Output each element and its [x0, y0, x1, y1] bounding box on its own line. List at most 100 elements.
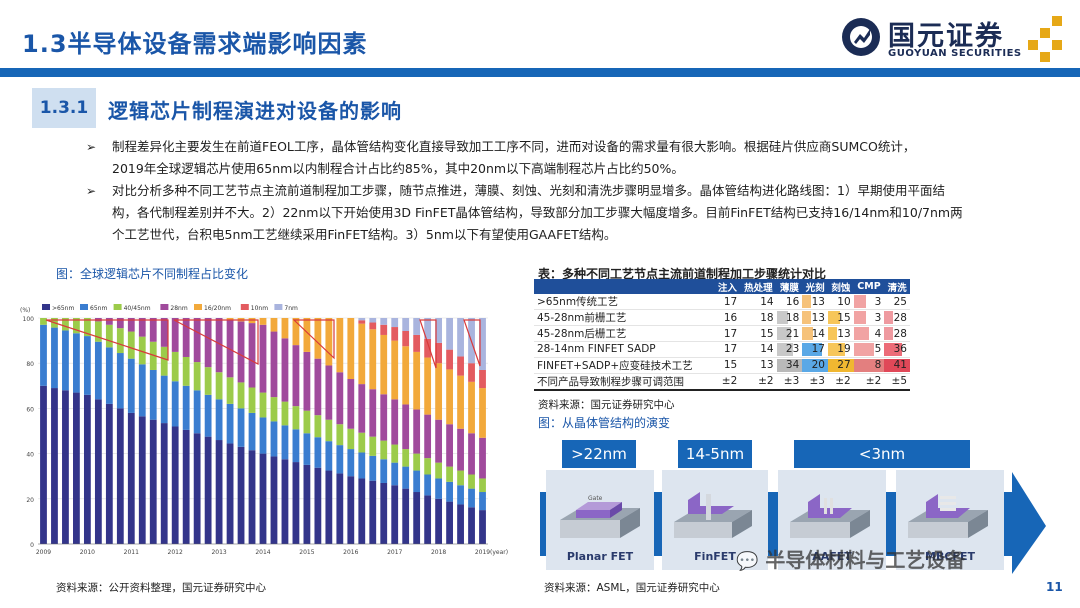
- bar-segment: [446, 369, 453, 425]
- row-label: >65nm传统工艺: [534, 294, 715, 310]
- chart-source: 资料来源：公开资料整理，国元证券研究中心: [56, 582, 266, 594]
- x-tick-label: 2009: [36, 549, 51, 556]
- bar-segment: [358, 320, 366, 324]
- bar-segment: [369, 389, 377, 437]
- bar-segment: [149, 369, 157, 420]
- heat-bar: [802, 358, 828, 372]
- planar-fet-icon: Gate: [560, 495, 640, 538]
- cell-value: ±2: [721, 375, 738, 387]
- table-cell: ±5: [884, 372, 910, 391]
- bar-segment: [358, 478, 366, 544]
- bar-segment: [413, 409, 421, 454]
- bar-segment: [237, 382, 245, 409]
- table-cell: 5: [853, 341, 885, 358]
- cell-value: 4: [874, 327, 882, 340]
- table-cell: 17: [714, 294, 741, 310]
- table-cell: 13: [802, 309, 828, 326]
- heat-bar: [884, 358, 910, 372]
- table-cell: 17: [802, 341, 828, 358]
- bar-segment: [435, 419, 443, 463]
- table-cell: 16: [714, 309, 741, 326]
- stacked-bar-chart: 0 20 40 60 80 100 (%) >65nm 65nm 40/45nm 28nm 16/20…: [18, 300, 516, 562]
- bar-segment: [193, 362, 201, 391]
- bar-segment: [94, 341, 102, 400]
- bar-segment: [138, 336, 146, 365]
- table-cell: 13: [802, 294, 828, 310]
- structure-panel: Gate Planar FET: [546, 470, 654, 570]
- heat-bar: [853, 358, 885, 372]
- cell-value: 27: [837, 359, 851, 371]
- bar-segment: [380, 324, 388, 335]
- cell-value: 3: [874, 311, 882, 324]
- bar-segment: [204, 318, 212, 368]
- x-tick-label: 2015: [299, 549, 314, 556]
- bullet-line: 制程差异化主要发生在前道FEOL工序，晶体管结构变化直接导致加工工序不同，进而对…: [112, 139, 916, 154]
- bar-segment: [116, 328, 124, 354]
- bar-segment: [281, 401, 289, 426]
- bar-segment: [369, 436, 377, 456]
- bar-segment: [413, 318, 421, 335]
- cell-value: 17: [723, 327, 738, 340]
- bar-segment: [248, 450, 256, 544]
- bar-segment: [149, 341, 157, 370]
- cell-value: 34: [785, 359, 800, 371]
- cell-value: 10: [837, 295, 851, 308]
- legend-label: 16/20nm: [204, 305, 231, 312]
- bar-segment: [457, 318, 464, 357]
- node-label: 14-5nm: [678, 440, 752, 468]
- heat-bar: [827, 327, 837, 340]
- legend-swatch: [240, 304, 249, 310]
- mbcfet-icon: [908, 494, 988, 538]
- bar-segment: [259, 392, 267, 418]
- aafet-icon: [790, 494, 870, 538]
- cell-value: ±5: [891, 375, 907, 387]
- bar-segment: [457, 485, 464, 505]
- y-tick-label: 80: [26, 361, 34, 368]
- bar-segment: [226, 377, 234, 404]
- bar-segment: [281, 425, 289, 460]
- bar-segment: [62, 330, 69, 391]
- cell-value: ±2: [758, 375, 774, 387]
- legend-label: 40/45nm: [124, 305, 151, 312]
- y-tick-label: 20: [26, 497, 34, 504]
- logo-name-en: GUOYUAN SECURITIES: [888, 48, 1022, 59]
- bar-segment: [248, 387, 256, 413]
- table-cell: 3: [853, 309, 885, 326]
- cell-value: 16: [723, 311, 738, 324]
- bar-segment: [270, 456, 278, 544]
- cell-value: ±3: [783, 375, 800, 387]
- bar-segment: [138, 318, 146, 337]
- table-cell: 41: [884, 357, 910, 374]
- bar-segment: [215, 440, 223, 544]
- bar-segment: [435, 498, 443, 544]
- bar-segment: [237, 321, 245, 383]
- bar-segment: [391, 462, 399, 486]
- cell-value: 28: [893, 311, 907, 324]
- bar-segment: [292, 406, 300, 430]
- structure-name: Planar FET: [566, 550, 634, 563]
- bar-segment: [402, 488, 410, 544]
- bar-segment: [314, 437, 322, 468]
- bar-segment: [457, 504, 464, 544]
- bar-segment: [446, 466, 453, 482]
- section-number: 1.3.1: [32, 88, 96, 128]
- cell-value: 13: [760, 359, 774, 371]
- bar-segment: [435, 342, 443, 364]
- bullet-line: 个工艺世代，台积电5nm工艺继续采用FinFET结构。3）5nm以下有望使用GA…: [112, 227, 617, 242]
- bar-segment: [215, 399, 223, 441]
- bar-segment: [259, 417, 267, 454]
- heat-bar: [776, 343, 794, 356]
- bar-segment: [446, 424, 453, 467]
- bar-segment: [435, 363, 443, 420]
- legend-swatch: [194, 304, 202, 310]
- table-cell: ±3: [776, 372, 803, 391]
- x-tick-label: 2016: [343, 549, 358, 556]
- bar-segment: [358, 452, 366, 479]
- bar-segment: [182, 385, 190, 430]
- x-tick-label: 2012: [168, 549, 183, 556]
- y-tick-label: 40: [26, 452, 34, 459]
- table-cell: 3: [853, 294, 885, 310]
- cell-value: 5: [874, 343, 882, 356]
- bar-segment: [325, 470, 333, 544]
- bar-segment: [380, 459, 388, 483]
